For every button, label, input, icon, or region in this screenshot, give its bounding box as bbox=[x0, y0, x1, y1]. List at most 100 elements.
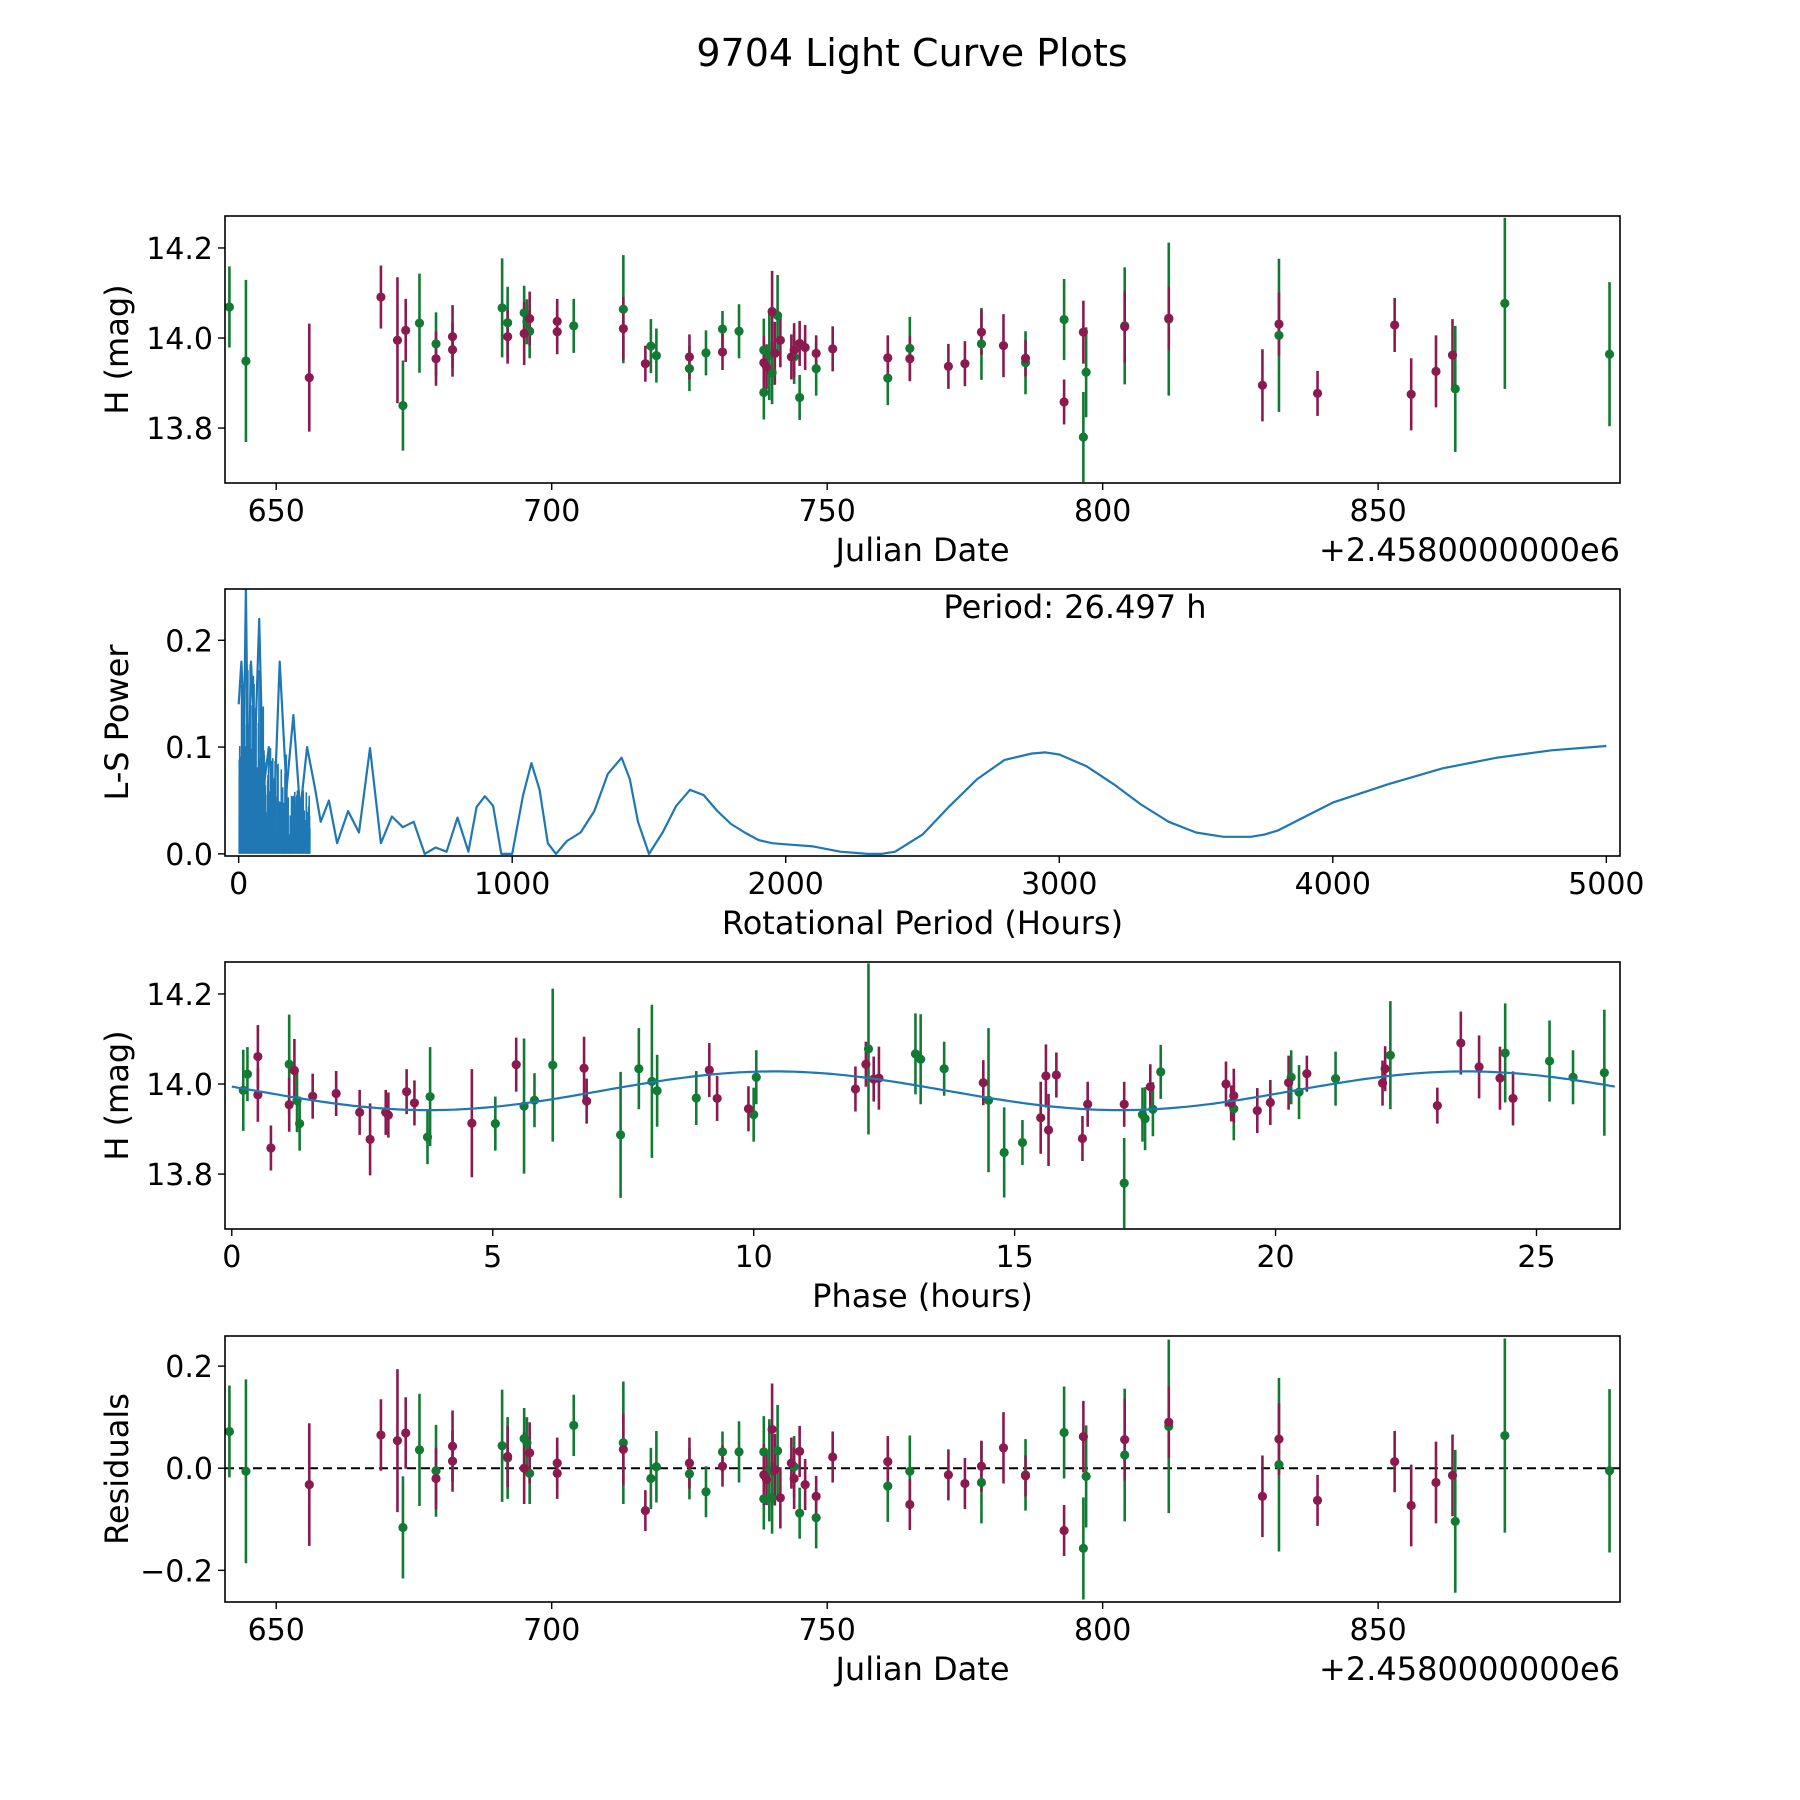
data-point-green bbox=[863, 1044, 874, 1054]
x-tick-label: 800 bbox=[1074, 494, 1131, 529]
data-point-green bbox=[431, 339, 441, 349]
axes-frame bbox=[224, 1335, 1621, 1603]
data-point-green bbox=[691, 1093, 701, 1103]
data-point-green bbox=[422, 1132, 433, 1142]
data-point-maroon bbox=[579, 1063, 589, 1073]
data-point-maroon bbox=[1119, 1099, 1129, 1109]
y-axis-label: L-S Power bbox=[98, 644, 136, 801]
data-point-green bbox=[1385, 1050, 1395, 1060]
data-point-maroon bbox=[1059, 397, 1069, 407]
data-point-maroon bbox=[1120, 322, 1130, 332]
y-tick-label: 14.2 bbox=[146, 232, 213, 267]
x-tick-label: 850 bbox=[1350, 494, 1407, 529]
data-point-maroon bbox=[811, 348, 821, 358]
data-point-maroon bbox=[392, 335, 403, 345]
data-point-green bbox=[615, 1130, 626, 1140]
data-point-maroon bbox=[1431, 366, 1441, 376]
panel-lightcurve: 650 700 750 800 850 13.8 14.0 14.2 Julian Date H … bbox=[98, 215, 1621, 569]
data-point-green bbox=[759, 1447, 769, 1457]
data-point-maroon bbox=[266, 1143, 276, 1153]
data-point-green bbox=[1450, 1516, 1460, 1526]
data-point-green bbox=[717, 1447, 728, 1457]
data-point-maroon bbox=[1406, 389, 1416, 399]
x-tick-label: 2000 bbox=[748, 867, 824, 902]
data-point-green bbox=[939, 1064, 949, 1074]
data-point-maroon bbox=[960, 1478, 970, 1489]
data-point-green bbox=[646, 341, 656, 351]
x-axis-offset-label: +2.4580000000e6 bbox=[1319, 1650, 1620, 1688]
data-point-green bbox=[1081, 1471, 1091, 1482]
x-tick-label: 700 bbox=[523, 1613, 580, 1648]
data-point-green bbox=[1274, 1460, 1284, 1470]
x-tick-label: 650 bbox=[248, 494, 305, 529]
data-point-green bbox=[618, 304, 628, 314]
x-tick-label: 5000 bbox=[1568, 867, 1644, 902]
data-point-maroon bbox=[1078, 1431, 1088, 1442]
data-point-green bbox=[497, 1441, 507, 1451]
data-point-maroon bbox=[431, 1473, 441, 1484]
x-tick-label: 10 bbox=[735, 1240, 773, 1275]
data-point-green bbox=[651, 350, 661, 361]
data-point-green bbox=[522, 1438, 532, 1448]
data-point-maroon bbox=[582, 1096, 592, 1106]
data-point-maroon bbox=[998, 341, 1009, 351]
data-point-green bbox=[490, 1119, 500, 1129]
data-point-maroon bbox=[1390, 1456, 1400, 1467]
data-point-green bbox=[398, 400, 408, 411]
data-point-green bbox=[883, 1481, 893, 1491]
x-tick-label: 3000 bbox=[1021, 867, 1097, 902]
periodogram-forest bbox=[238, 664, 311, 855]
data-point-green bbox=[1140, 1114, 1150, 1124]
data-point-maroon bbox=[376, 292, 386, 302]
data-point-maroon bbox=[761, 362, 772, 372]
data-point-maroon bbox=[684, 1458, 695, 1468]
x-tick-label: 850 bbox=[1350, 1613, 1407, 1648]
data-point-maroon bbox=[401, 325, 411, 335]
data-point-maroon bbox=[704, 1065, 714, 1075]
data-point-green bbox=[1017, 1137, 1028, 1148]
y-tick-label: 14.2 bbox=[146, 978, 213, 1013]
data-point-maroon bbox=[1020, 353, 1031, 363]
data-point-green bbox=[717, 324, 728, 334]
x-tick-label: 700 bbox=[523, 494, 580, 529]
data-point-maroon bbox=[552, 327, 562, 337]
y-axis-label: Residuals bbox=[98, 1393, 136, 1545]
data-point-green bbox=[701, 348, 711, 358]
data-point-green bbox=[1604, 1466, 1615, 1476]
data-point-maroon bbox=[552, 316, 562, 326]
y-axis-label: H (mag) bbox=[98, 284, 136, 414]
x-tick-label: 650 bbox=[248, 1613, 305, 1648]
data-point-maroon bbox=[905, 354, 915, 364]
data-point-green bbox=[634, 1064, 644, 1074]
data-point-maroon bbox=[1406, 1500, 1416, 1511]
data-point-green bbox=[767, 368, 777, 378]
data-point-maroon bbox=[684, 352, 695, 362]
data-point-maroon bbox=[376, 1430, 386, 1440]
x-tick-label: 0 bbox=[229, 867, 248, 902]
data-point-maroon bbox=[712, 1093, 722, 1104]
data-point-green bbox=[569, 321, 579, 331]
data-point-maroon bbox=[1495, 1073, 1505, 1083]
data-point-maroon bbox=[383, 1110, 393, 1120]
data-point-green bbox=[811, 364, 821, 374]
data-point-maroon bbox=[978, 1078, 988, 1088]
data-point-maroon bbox=[861, 1059, 871, 1069]
data-point-maroon bbox=[1120, 1435, 1130, 1445]
data-point-maroon bbox=[1059, 1525, 1069, 1536]
y-tick-label: 0.0 bbox=[165, 1452, 213, 1487]
data-point-green bbox=[398, 1522, 408, 1533]
data-point-maroon bbox=[503, 332, 513, 342]
data-point-maroon bbox=[1041, 1071, 1051, 1081]
data-point-maroon bbox=[828, 1452, 838, 1462]
data-point-green bbox=[225, 1426, 235, 1437]
data-point-maroon bbox=[365, 1134, 375, 1144]
y-tick-label: 14.0 bbox=[146, 322, 213, 357]
period-annotation: Period: 26.497 h bbox=[943, 588, 1206, 626]
data-point-maroon bbox=[1043, 1125, 1054, 1135]
data-point-green bbox=[916, 1054, 926, 1064]
data-point-maroon bbox=[467, 1118, 477, 1128]
data-point-green bbox=[734, 326, 744, 336]
data-point-maroon bbox=[640, 1506, 650, 1516]
data-point-maroon bbox=[401, 1428, 411, 1438]
data-point-green bbox=[497, 303, 507, 313]
